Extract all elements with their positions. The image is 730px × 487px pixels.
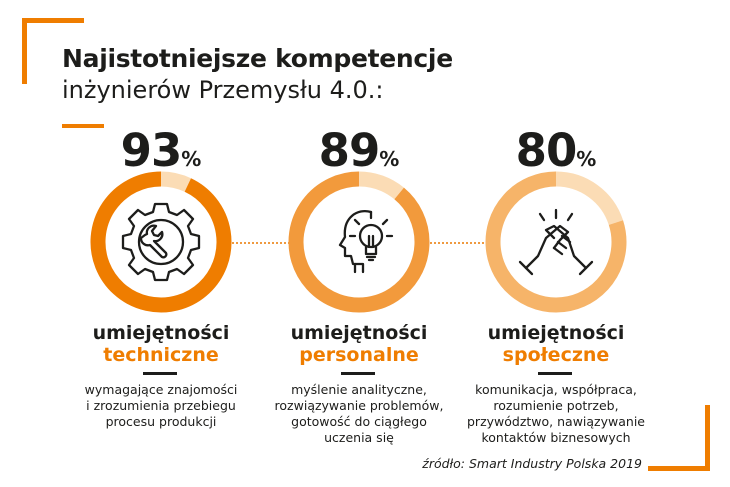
corner-bracket-top-left-h [22, 18, 84, 23]
divider [143, 372, 177, 375]
donut-remainder [160, 171, 192, 192]
skill-category: personalne [299, 344, 419, 366]
description-line: kontaktów biznesowych [481, 430, 631, 445]
value-number: 93 [120, 124, 183, 177]
dotted-connector [430, 242, 488, 244]
value-number: 89 [318, 124, 381, 177]
value-unit: % [181, 147, 202, 171]
description-line: rozumienie potrzeb, [493, 398, 619, 413]
description-line: komunikacja, współpraca, [475, 382, 637, 397]
donut-remainder [555, 171, 624, 226]
dotted-connector [232, 242, 290, 244]
donut-value-arc [90, 171, 232, 313]
donut-chart [89, 170, 233, 314]
corner-bracket-bottom-right-v [705, 405, 710, 471]
skill-description: myślenie analityczne, rozwiązywanie prob… [249, 382, 469, 446]
title-line-1: Najistotniejsze kompetencje [62, 44, 453, 73]
handshake-icon [518, 208, 594, 276]
donut-value-arc [288, 171, 430, 313]
skill-category: techniczne [103, 344, 219, 366]
description-line: myślenie analityczne, [291, 382, 427, 397]
skill-description: wymagające znajomości i zrozumienia prze… [51, 382, 271, 430]
divider [538, 372, 572, 375]
skill-label: umiejętności [487, 322, 625, 344]
divider [341, 372, 375, 375]
donut-value-arc [485, 171, 627, 313]
gear-wrench-icon [121, 202, 201, 282]
skill-label: umiejętności [92, 322, 230, 344]
percent-value: 80% [446, 124, 666, 177]
head-lightbulb-icon [338, 210, 394, 274]
percent-value: 93% [51, 124, 271, 177]
value-unit: % [379, 147, 400, 171]
donut-remainder [358, 171, 404, 200]
description-line: przywództwo, nawiązywanie [467, 414, 645, 429]
skill-label: umiejętności [290, 322, 428, 344]
description-line: rozwiązywanie problemów, [274, 398, 444, 413]
skill-description: komunikacja, współpraca, rozumienie potr… [446, 382, 666, 446]
description-line: gotowość do ciągłego [291, 414, 427, 429]
donut-chart [484, 170, 628, 314]
description-line: wymagające znajomości [84, 382, 238, 397]
skill-category: społeczne [502, 344, 610, 366]
value-number: 80 [515, 124, 578, 177]
description-line: uczenia się [324, 430, 394, 445]
corner-bracket-top-left-v [22, 18, 27, 84]
corner-bracket-bottom-right-h [648, 466, 710, 471]
value-unit: % [576, 147, 597, 171]
description-line: procesu produkcji [105, 414, 217, 429]
source-note: źródło: Smart Industry Polska 2019 [422, 456, 642, 471]
description-line: i zrozumienia przebiegu [86, 398, 236, 413]
donut-chart [287, 170, 431, 314]
percent-value: 89% [249, 124, 469, 177]
title-underline [62, 124, 104, 128]
title-line-2: inżynierów Przemysłu 4.0.: [62, 76, 384, 104]
